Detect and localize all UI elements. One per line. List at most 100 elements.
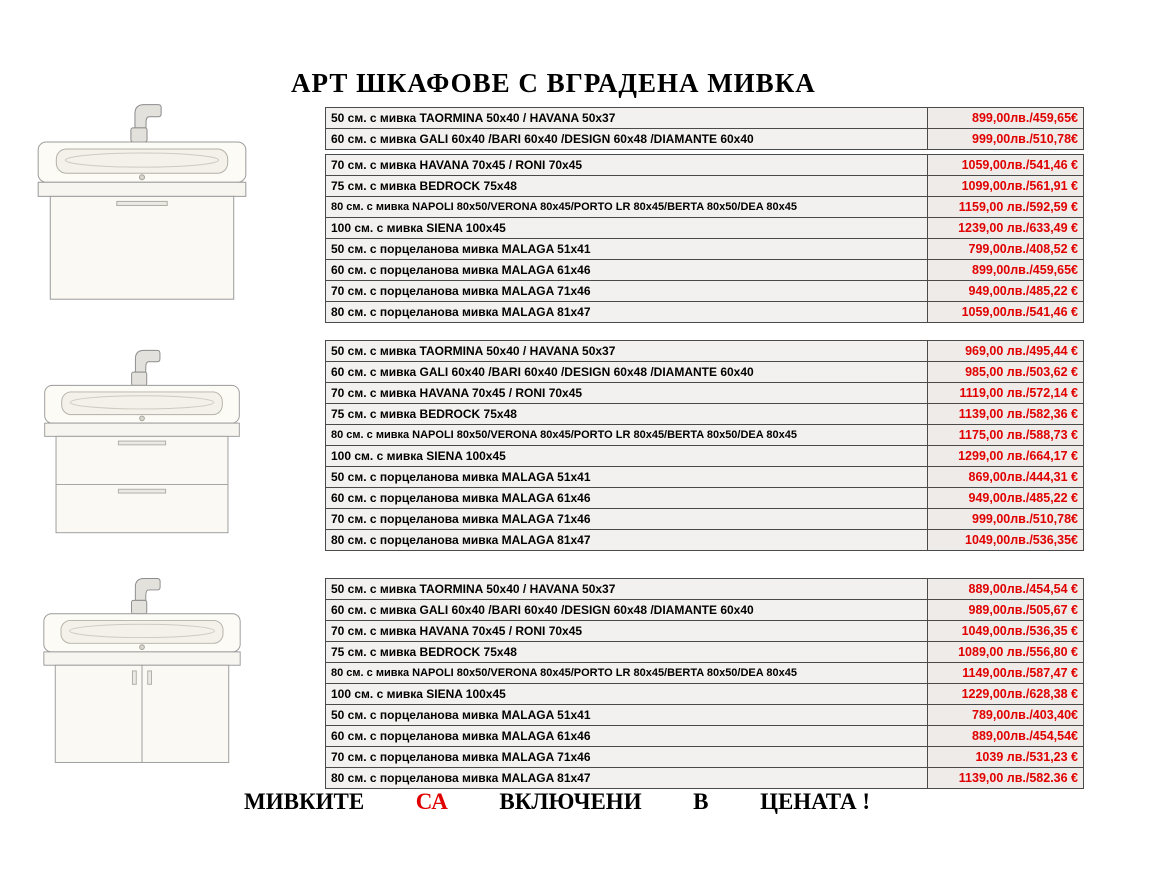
product-description: 100 см. с мивка SIENA 100x45	[325, 445, 928, 467]
price-table-2: 50 см. с мивка TAORMINA 50x40 / HAVANA 5…	[325, 340, 1084, 551]
table-row: 75 см. с мивка BEDROCK 75x48 1139,00 лв./…	[325, 403, 1084, 425]
footer-word-highlighted: СА	[415, 789, 448, 814]
product-description: 60 см. с мивка GALI 60x40 /BARI 60x40 /D…	[325, 128, 928, 150]
product-description: 80 см. с мивка NAPOLI 80x50/VERONA 80x45…	[325, 424, 928, 446]
product-description: 80 см. с порцеланова мивка MALAGA 81x47	[325, 767, 928, 789]
product-description: 50 см. с мивка TAORMINA 50x40 / HAVANA 5…	[325, 107, 928, 129]
product-price: 1049,00лв./536,35€	[927, 529, 1084, 551]
product-description: 70 см. с порцеланова мивка MALAGA 71x46	[325, 280, 928, 302]
product-price: 1149,00лв./587,47 €	[927, 662, 1084, 684]
product-price: 899,00лв./459,65€	[927, 107, 1084, 129]
product-description: 80 см. с порцеланова мивка MALAGA 81x47	[325, 529, 928, 551]
table-row: 100 см. с мивка SIENA 100x45 1229,00лв./6…	[325, 683, 1084, 705]
product-description: 75 см. с мивка BEDROCK 75x48	[325, 403, 928, 425]
table-row: 60 см. с порцеланова мивка MALAGA 61x46 9…	[325, 487, 1084, 509]
product-price: 1139,00 лв./582.36 €	[927, 767, 1084, 789]
footer-word: В	[693, 789, 709, 814]
product-description: 80 см. с мивка NAPOLI 80x50/VERONA 80x45…	[325, 662, 928, 684]
product-price: 949,00лв./485,22 €	[927, 487, 1084, 509]
countertop-basin	[37, 141, 247, 197]
product-price: 1139,00 лв./582,36 €	[927, 403, 1084, 425]
product-description: 75 см. с мивка BEDROCK 75x48	[325, 175, 928, 197]
price-table-3: 50 см. с мивка TAORMINA 50x40 / HAVANA 5…	[325, 578, 1084, 789]
table-row: 60 см. с мивка GALI 60x40 /BARI 60x40 /D…	[325, 361, 1084, 383]
product-price: 1229,00лв./628,38 €	[927, 683, 1084, 705]
product-description: 70 см. с порцеланова мивка MALAGA 71x46	[325, 746, 928, 768]
table-row: 70 см. с порцеланова мивка MALAGA 71x46 1…	[325, 746, 1084, 768]
product-description: 50 см. с порцеланова мивка MALAGA 51x41	[325, 466, 928, 488]
footer-note: МИВКИТЕ СА ВКЛЮЧЕНИ В ЦЕНАТА !	[244, 789, 870, 815]
page-title: АРТ ШКАФОВЕ С ВГРАДЕНА МИВКА	[291, 68, 816, 98]
product-price: 869,00лв./444,31 €	[927, 466, 1084, 488]
faucet-icon	[130, 104, 162, 143]
table-row: 80 см. с мивка NAPOLI 80x50/VERONA 80x45…	[325, 424, 1084, 446]
product-description: 60 см. с мивка GALI 60x40 /BARI 60x40 /D…	[325, 599, 928, 621]
vanity-drawing-icon	[43, 578, 241, 763]
table-row: 50 см. с порцеланова мивка MALAGA 51x41 8…	[325, 466, 1084, 488]
product-price: 989,00лв./505,67 €	[927, 599, 1084, 621]
table-row: 50 см. с порцеланова мивка MALAGA 51x41 7…	[325, 238, 1084, 260]
product-price: 1089,00 лв./556,80 €	[927, 641, 1084, 663]
table-row: 80 см. с порцеланова мивка MALAGA 81x47 1…	[325, 767, 1084, 789]
countertop-basin	[43, 613, 241, 666]
cabinet-body	[49, 195, 235, 300]
product-description: 70 см. с порцеланова мивка MALAGA 71x46	[325, 508, 928, 530]
product-price: 969,00 лв./495,44 €	[927, 340, 1084, 362]
product-price: 1299,00 лв./664,17 €	[927, 445, 1084, 467]
product-price: 1119,00 лв./572,14 €	[927, 382, 1084, 404]
table-row: 60 см. с порцеланова мивка MALAGA 61x46 8…	[325, 725, 1084, 747]
table-row: 50 см. с мивка TAORMINA 50x40 / HAVANA 5…	[325, 107, 1084, 129]
product-description: 60 см. с порцеланова мивка MALAGA 61x46	[325, 487, 928, 509]
product-description: 80 см. с порцеланова мивка MALAGA 81x47	[325, 301, 928, 323]
product-description: 75 см. с мивка BEDROCK 75x48	[325, 641, 928, 663]
product-price: 999,00лв./510,78€	[927, 508, 1084, 530]
vanity-drawing-icon	[44, 349, 240, 534]
table-row: 60 см. с мивка GALI 60x40 /BARI 60x40 /D…	[325, 128, 1084, 150]
product-description: 70 см. с мивка HAVANA 70x45 / RONI 70x45	[325, 620, 928, 642]
footer-word: МИВКИТЕ	[244, 789, 365, 814]
product-description: 70 см. с мивка HAVANA 70x45 / RONI 70x45	[325, 154, 928, 176]
table-row: 80 см. с порцеланова мивка MALAGA 81x47 1…	[325, 301, 1084, 323]
product-price: 949,00лв./485,22 €	[927, 280, 1084, 302]
product-price: 789,00лв./403,40€	[927, 704, 1084, 726]
product-description: 50 см. с мивка TAORMINA 50x40 / HAVANA 5…	[325, 340, 928, 362]
product-price: 1175,00 лв./588,73 €	[927, 424, 1084, 446]
product-description: 50 см. с порцеланова мивка MALAGA 51x41	[325, 238, 928, 260]
product-price: 1239,00 лв./633,49 €	[927, 217, 1084, 239]
product-description: 100 см. с мивка SIENA 100x45	[325, 683, 928, 705]
product-price: 1039 лв./531,23 €	[927, 746, 1084, 768]
table-row: 80 см. с порцеланова мивка MALAGA 81x47 1…	[325, 529, 1084, 551]
faucet-icon	[131, 578, 161, 615]
product-description: 60 см. с мивка GALI 60x40 /BARI 60x40 /D…	[325, 361, 928, 383]
product-price: 889,00лв./454,54€	[927, 725, 1084, 747]
product-price: 1159,00 лв./592,59 €	[927, 196, 1084, 218]
table-row: 50 см. с мивка TAORMINA 50x40 / HAVANA 5…	[325, 578, 1084, 600]
cabinet-body	[55, 435, 229, 534]
price-table-1: 50 см. с мивка TAORMINA 50x40 / HAVANA 5…	[325, 107, 1084, 323]
product-description: 60 см. с порцеланова мивка MALAGA 61x46	[325, 725, 928, 747]
table-row: 70 см. с порцеланова мивка MALAGA 71x46 9…	[325, 280, 1084, 302]
product-price: 999,00лв./510,78€	[927, 128, 1084, 150]
table-row: 70 см. с мивка HAVANA 70x45 / RONI 70x45…	[325, 382, 1084, 404]
table-row: 75 см. с мивка BEDROCK 75x48 1099,00лв./5…	[325, 175, 1084, 197]
vanity-illustration-two-doors	[16, 568, 268, 792]
table-row: 60 см. с мивка GALI 60x40 /BARI 60x40 /D…	[325, 599, 1084, 621]
product-description: 60 см. с порцеланова мивка MALAGA 61x46	[325, 259, 928, 281]
product-description: 50 см. с порцеланова мивка MALAGA 51x41	[325, 704, 928, 726]
table-row: 75 см. с мивка BEDROCK 75x48 1089,00 лв./…	[325, 641, 1084, 663]
product-description: 70 см. с мивка HAVANA 70x45 / RONI 70x45	[325, 382, 928, 404]
table-row: 80 см. с мивка NAPOLI 80x50/VERONA 80x45…	[325, 662, 1084, 684]
product-price: 799,00лв./408,52 €	[927, 238, 1084, 260]
footer-word: ЦЕНАТА !	[760, 789, 870, 814]
product-price: 1059,00лв./541,46 €	[927, 154, 1084, 176]
product-price: 1099,00лв./561,91 €	[927, 175, 1084, 197]
countertop-basin	[44, 384, 240, 437]
product-price: 889,00лв./454,54 €	[927, 578, 1084, 600]
product-description: 80 см. с мивка NAPOLI 80x50/VERONA 80x45…	[325, 196, 928, 218]
product-description: 100 см. с мивка SIENA 100x45	[325, 217, 928, 239]
product-price: 1059,00лв./541,46 €	[927, 301, 1084, 323]
table-row: 70 см. с мивка HAVANA 70x45 / RONI 70x45…	[325, 620, 1084, 642]
vanity-illustration-single-front	[16, 92, 268, 332]
cabinet-body	[54, 664, 230, 763]
